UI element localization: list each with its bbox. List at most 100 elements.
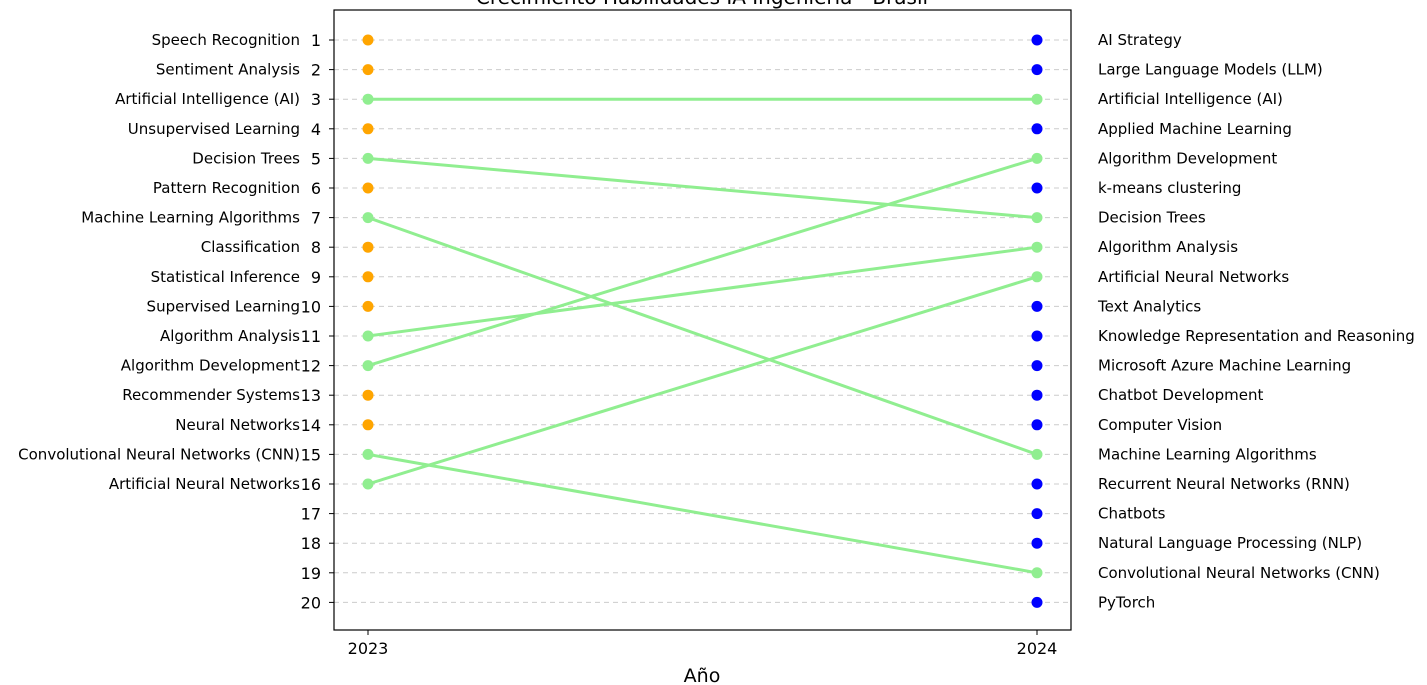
grid	[334, 39, 1071, 603]
left-skill-label: Algorithm Analysis	[160, 327, 300, 345]
right-skill-label: Artificial Neural Networks	[1098, 268, 1289, 286]
plot-area	[333, 9, 1072, 631]
y-tick-label: 1	[311, 31, 321, 50]
point-2023	[362, 241, 374, 253]
point-2024	[1031, 330, 1043, 342]
data-points	[362, 34, 1043, 608]
y-tick-label: 8	[311, 238, 321, 257]
left-skill-label: Sentiment Analysis	[156, 61, 300, 79]
point-2024	[1031, 508, 1043, 520]
point-2023	[362, 448, 374, 460]
left-skill-label: Statistical Inference	[151, 268, 300, 286]
right-skill-label: Natural Language Processing (NLP)	[1098, 534, 1362, 552]
y-tick-label: 20	[301, 593, 321, 612]
point-2024	[1031, 389, 1043, 401]
point-2023	[362, 182, 374, 194]
connection-line	[367, 245, 1038, 338]
right-skill-label: Machine Learning Algorithms	[1098, 445, 1317, 463]
x-axis-label: Año	[684, 665, 721, 685]
y-tick-label: 17	[301, 505, 321, 524]
point-2024	[1031, 152, 1043, 164]
left-skill-label: Machine Learning Algorithms	[81, 209, 300, 227]
y-tick-label: 7	[311, 209, 321, 228]
connection-line	[367, 275, 1038, 486]
connection-line	[367, 452, 1038, 575]
right-skill-label: PyTorch	[1098, 593, 1155, 611]
point-2023	[362, 419, 374, 431]
point-2023	[362, 152, 374, 164]
point-2024	[1031, 182, 1043, 194]
y-tick-label: 12	[301, 357, 321, 376]
right-skill-label: Chatbots	[1098, 505, 1166, 523]
point-2024	[1031, 271, 1043, 283]
connection-line	[367, 156, 1038, 368]
x-tick-label: 2023	[348, 639, 389, 658]
left-skill-label: Neural Networks	[175, 416, 300, 434]
chart-title: Crecimiento Habilidades IA Ingeniería - …	[476, 0, 928, 9]
x-axis-ticks: 2023 2024	[348, 630, 1058, 658]
left-skill-label: Recommender Systems	[122, 386, 300, 404]
y-tick-label: 16	[301, 475, 321, 494]
right-labels: AI Strategy Large Language Models (LLM) Ar…	[1097, 31, 1415, 611]
left-labels: Speech Recognition Sentiment Analysis Arti…	[18, 31, 300, 493]
point-2023	[362, 93, 374, 105]
point-2024	[1031, 448, 1043, 460]
right-skill-label: Knowledge Representation and Reasoning	[1098, 327, 1415, 345]
right-skill-label: Computer Vision	[1098, 416, 1222, 434]
point-2023	[362, 212, 374, 224]
point-2024	[1031, 241, 1043, 253]
left-skill-label: Decision Trees	[192, 149, 300, 167]
point-2023	[362, 34, 374, 46]
point-2024	[1031, 64, 1043, 76]
left-skill-label: Speech Recognition	[152, 31, 300, 49]
connection-lines	[367, 97, 1038, 575]
left-skill-label: Pattern Recognition	[153, 179, 300, 197]
right-skill-label: Large Language Models (LLM)	[1098, 61, 1323, 79]
point-2024	[1031, 34, 1043, 46]
right-skill-label: Text Analytics	[1097, 297, 1201, 315]
y-tick-label: 14	[301, 416, 321, 435]
right-skill-label: Decision Trees	[1098, 209, 1206, 227]
left-skill-label: Artificial Neural Networks	[109, 475, 300, 493]
y-tick-label: 11	[301, 327, 321, 346]
point-2024	[1031, 419, 1043, 431]
point-2024	[1031, 300, 1043, 312]
right-skill-label: Algorithm Analysis	[1098, 238, 1238, 256]
point-2023	[362, 64, 374, 76]
right-skill-label: Artificial Intelligence (AI)	[1098, 90, 1283, 108]
left-skill-label: Artificial Intelligence (AI)	[115, 90, 300, 108]
point-2023	[362, 123, 374, 135]
right-skill-label: Recurrent Neural Networks (RNN)	[1098, 475, 1350, 493]
point-2023	[362, 360, 374, 372]
y-tick-label: 3	[311, 90, 321, 109]
point-2024	[1031, 93, 1043, 105]
y-tick-label: 4	[311, 120, 321, 139]
right-skill-label: AI Strategy	[1098, 31, 1182, 49]
left-skill-label: Supervised Learning	[147, 297, 300, 315]
y-tick-label: 18	[301, 534, 321, 553]
point-2024	[1031, 567, 1043, 579]
x-tick-label: 2024	[1017, 639, 1058, 658]
y-tick-label: 13	[301, 386, 321, 405]
right-skill-label: Convolutional Neural Networks (CNN)	[1098, 564, 1380, 582]
connection-line	[367, 156, 1038, 220]
y-tick-label: 15	[301, 445, 321, 464]
y-tick-label: 19	[301, 564, 321, 583]
right-skill-label: Applied Machine Learning	[1098, 120, 1292, 138]
point-2024	[1031, 360, 1043, 372]
left-skill-label: Algorithm Development	[121, 357, 300, 375]
left-skill-label: Convolutional Neural Networks (CNN)	[18, 445, 300, 463]
point-2024	[1031, 537, 1043, 549]
right-skill-label: Chatbot Development	[1098, 386, 1263, 404]
y-tick-label: 10	[301, 297, 321, 316]
left-skill-label: Unsupervised Learning	[128, 120, 300, 138]
left-skill-label: Classification	[201, 238, 300, 256]
right-skill-label: k-means clustering	[1098, 179, 1241, 197]
y-tick-label: 5	[311, 149, 321, 168]
y-tick-label: 2	[311, 61, 321, 80]
point-2023	[362, 478, 374, 490]
point-2024	[1031, 478, 1043, 490]
point-2024	[1031, 212, 1043, 224]
